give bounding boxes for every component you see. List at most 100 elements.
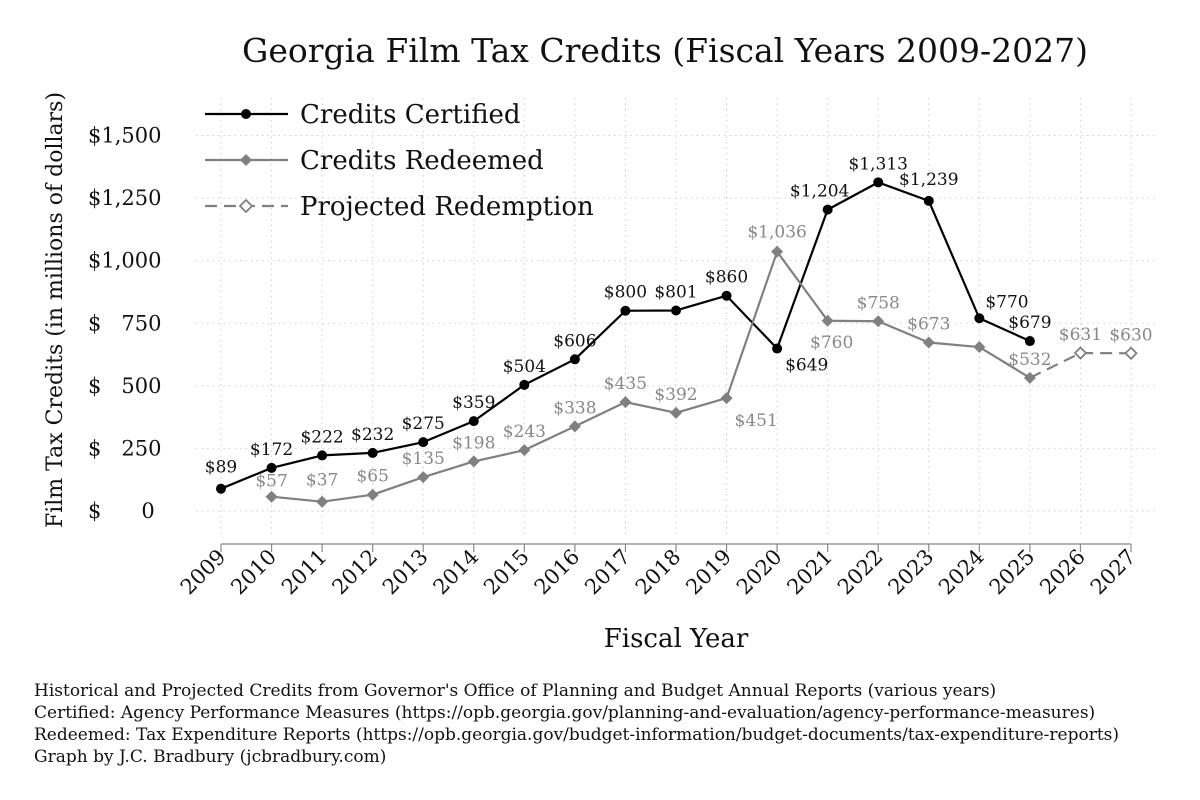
redeemed-data-label: $65 [356,467,388,487]
certified-data-label: $801 [654,282,697,302]
redeemed-point [720,392,733,405]
certified-point [671,305,681,316]
legend: Credits Certified Credits Redeemed Proje… [205,100,594,222]
y-tick-label: $ 250 [88,436,161,460]
x-tick-label: 2020 [732,545,787,600]
data-labels: $89 $172 $222 $232 $275 $359 $504 $606 $800 $801 $… [205,154,1153,491]
redeemed-point [1023,371,1036,384]
redeemed-data-label: $673 [907,315,950,335]
y-tick-label: $ 750 [88,311,161,335]
x-tick-label: 2024 [934,545,989,600]
legend-item-credits-redeemed: Credits Redeemed [205,146,544,176]
footer-line-4: Graph by J.C. Bradbury (jcbradbury.com) [34,747,386,767]
certified-data-label: $359 [452,393,495,413]
x-tick-label: 2017 [580,545,635,600]
redeemed-data-label: $392 [654,385,697,405]
footer-line-2: Certified: Agency Performance Measures (… [34,703,1095,723]
redeemed-point [821,314,834,327]
certified-data-label: $504 [503,357,546,377]
redeemed-data-label: $37 [306,471,338,491]
certified-data-label: $770 [985,292,1028,312]
redeemed-point [771,245,784,258]
certified-data-label: $232 [351,425,394,445]
redeemed-point [316,495,329,508]
x-tick-label: 2011 [277,545,332,600]
certified-data-label: $1,239 [899,170,958,190]
x-tick-label: 2013 [378,545,433,600]
source-notes: Historical and Projected Credits from Go… [34,681,1119,767]
x-tick-label: 2012 [327,545,382,600]
redeemed-data-label: $243 [503,422,546,442]
redeemed-data-label: $198 [452,433,495,453]
x-tick-label: 2022 [833,545,888,600]
redeemed-point [922,336,935,349]
y-tick-label: $ 0 [88,499,155,523]
legend-marker-certified [241,109,251,119]
redeemed-point [417,471,430,484]
certified-data-label: $1,204 [790,182,849,202]
footer-line-1: Historical and Projected Credits from Go… [34,681,996,701]
series-markers [216,177,1138,508]
x-tick-label: 2023 [884,545,939,600]
redeemed-data-label: $1,036 [747,223,806,243]
series-line-1 [271,250,1031,503]
certified-point [1024,336,1035,347]
certified-data-label: $275 [402,414,445,434]
redeemed-data-label: $532 [1008,350,1051,370]
redeemed-data-label: $451 [735,411,778,431]
x-tick-label: 2027 [1086,545,1141,600]
x-tick-label: 2010 [226,545,281,600]
redeemed-point [518,444,531,457]
chart-title: Georgia Film Tax Credits (Fiscal Years 2… [242,31,1088,70]
legend-label-redeemed: Credits Redeemed [300,146,544,176]
redeemed-data-label: $435 [604,374,647,394]
certified-point [216,483,226,494]
y-tick-label: $1,250 [88,186,161,210]
x-tick-label: 2018 [631,545,686,600]
redeemed-point [467,455,480,468]
certified-point [822,204,833,215]
certified-point [721,290,732,301]
legend-marker-redeemed [240,154,252,166]
x-tick-label: 2025 [985,545,1040,600]
x-tick-label: 2015 [479,545,534,600]
redeemed-point [973,341,986,354]
legend-label-certified: Credits Certified [300,100,521,130]
certified-point [367,447,378,458]
redeemed-point [619,396,632,409]
certified-data-label: $606 [553,331,596,351]
legend-marker-projected [238,198,254,214]
certified-data-label: $222 [300,427,343,447]
redeemed-point [366,488,379,501]
redeemed-data-label: $135 [402,449,445,469]
y-tick-label: $1,500 [88,124,161,148]
certified-data-label: $800 [604,283,647,303]
certified-data-label: $679 [1008,313,1051,333]
certified-data-label: $172 [250,440,293,460]
footer-line-3: Redeemed: Tax Expenditure Reports (https… [34,725,1119,745]
redeemed-point [265,490,278,503]
certified-data-label: $649 [785,356,828,376]
x-axis-label: Fiscal Year [604,624,749,654]
certified-point [974,313,985,324]
redeemed-point [670,406,682,419]
certified-data-label: $89 [205,458,237,478]
y-axis-label: Film Tax Credits (in millions of dollars… [43,92,68,528]
certified-point [317,450,328,461]
certified-data-label: $1,313 [848,154,907,174]
certified-point [620,305,631,316]
legend-item-credits-certified: Credits Certified [205,100,521,130]
projected-data-label: $630 [1109,325,1152,345]
redeemed-point [568,420,581,433]
certified-point [266,462,277,473]
x-tick-label: 2019 [681,545,736,600]
axes: $ 0 $ 250 $ 500 $ 750 $1,000 $1,250 $1,500 2009… [88,124,1141,600]
certified-point [519,379,530,390]
x-tick-label: 2016 [530,545,585,600]
grid-lines [196,98,1156,536]
certified-data-label: $860 [705,268,748,288]
projected-point [1124,346,1138,361]
certified-point [873,177,884,188]
redeemed-data-label: $760 [810,333,853,353]
